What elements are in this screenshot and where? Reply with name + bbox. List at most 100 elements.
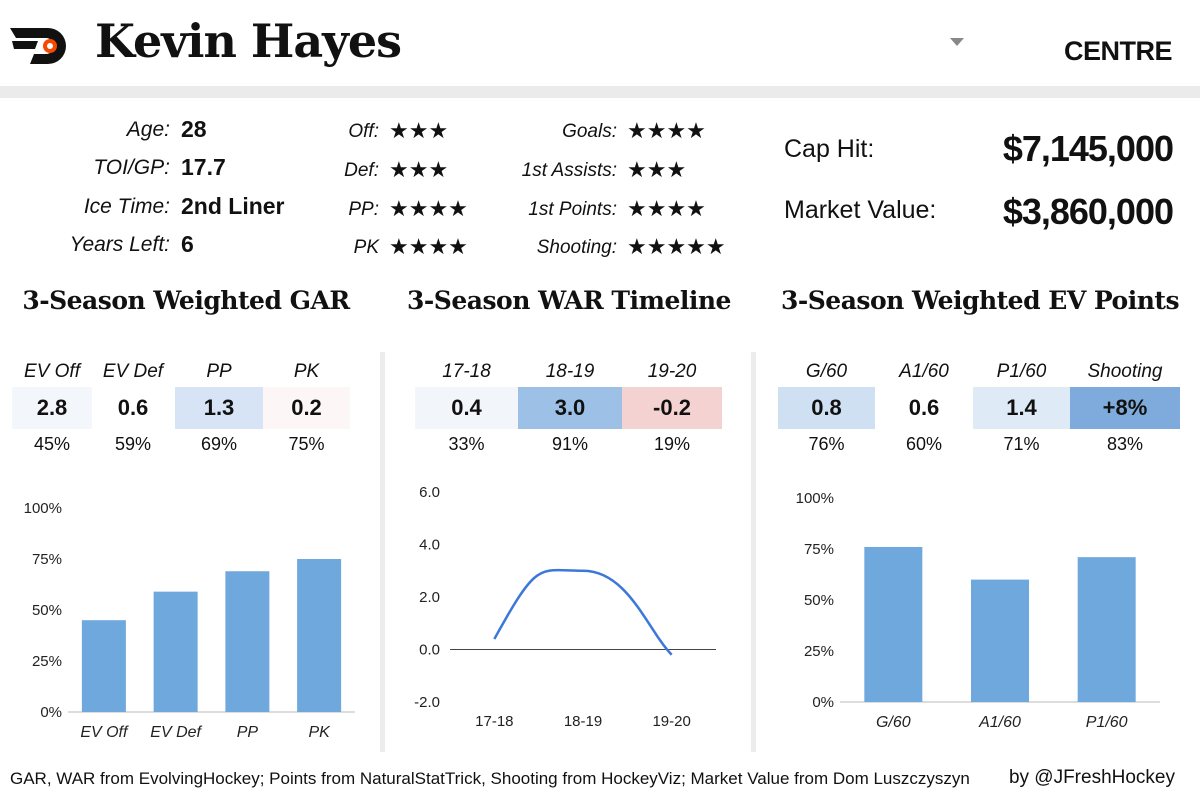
rating-goals-label: Goals: xyxy=(562,121,617,142)
gar-chart-ytick-label: 50% xyxy=(32,602,62,619)
ev-chart-ytick-label: 50% xyxy=(804,592,834,609)
ev-header-g60: G/60 xyxy=(805,361,848,382)
ev-value-g60: 0.8 xyxy=(778,387,875,429)
ice-time-label: Ice Time: xyxy=(83,195,170,218)
section-divider xyxy=(380,352,385,752)
player-name: Kevin Hayes xyxy=(95,14,402,68)
gar-section-title: 3-Season Weighted GAR xyxy=(22,286,350,315)
war-value-17-18: 0.4 xyxy=(415,387,518,429)
ev-chart-ytick-label: 25% xyxy=(804,643,834,660)
flyers-logo-icon xyxy=(10,28,66,64)
market-value-value: $3,860,000 xyxy=(1002,191,1174,232)
ice-time-value: 2nd Liner xyxy=(181,193,285,219)
war-value-19-20: -0.2 xyxy=(622,387,722,429)
war-section-title: 3-Season WAR Timeline xyxy=(407,286,731,315)
ev-pct-a160: 60% xyxy=(905,434,943,454)
rating-1st-points-stars: ★★★★ xyxy=(627,197,706,222)
rating-goals-stars: ★★★★ xyxy=(627,119,706,144)
war-header-17-18: 17-18 xyxy=(442,361,491,382)
gar-value-pp: 1.3 xyxy=(175,387,263,429)
gar-chart-ytick-label: 25% xyxy=(32,653,62,670)
gar-header-ev-def: EV Def xyxy=(102,361,164,382)
rating-1st-assists-stars: ★★★ xyxy=(627,158,687,183)
rating-shooting-label: Shooting: xyxy=(536,237,617,258)
ev-points-section-title: 3-Season Weighted EV Points xyxy=(780,286,1180,315)
gar-chart-bar xyxy=(81,620,126,712)
war-pct-17-18: 33% xyxy=(448,434,485,454)
war-chart-ytick-label: 6.0 xyxy=(419,484,440,501)
gar-header-ev-off: EV Off xyxy=(24,361,80,382)
ev-header-shooting: Shooting xyxy=(1087,361,1163,382)
ev-pct-g60: 76% xyxy=(808,434,845,454)
ev-header-p160: P1/60 xyxy=(996,361,1047,382)
war-header-18-19: 18-19 xyxy=(545,361,595,382)
ev-chart-bar xyxy=(1077,557,1136,702)
ev-value-shooting: +8% xyxy=(1070,387,1180,429)
ev-pct-shooting: 83% xyxy=(1106,434,1144,454)
rating-def-label: Def: xyxy=(344,160,379,181)
header-divider xyxy=(0,86,1200,98)
years-left-value: 6 xyxy=(181,231,194,257)
toi-value: 17.7 xyxy=(181,154,226,180)
rating-def-stars: ★★★ xyxy=(389,158,449,183)
gar-chart-xtick-label: PP xyxy=(237,724,259,741)
header: Kevin Hayes CENTRE xyxy=(0,0,1200,86)
gar-pct-ev-def: 59% xyxy=(114,434,152,454)
war-timeline-chart: -2.0 0.0 2.0 4.0 6.0 17-18 18-19 19-20 xyxy=(414,484,716,730)
gar-value-ev-def: 0.6 xyxy=(92,387,174,429)
rating-1st-points-label: 1st Points: xyxy=(528,199,617,220)
dropdown-caret-icon[interactable] xyxy=(950,38,964,46)
ev-chart-bar xyxy=(971,579,1029,702)
war-chart-ytick-label: 0.0 xyxy=(419,642,440,659)
age-label: Age: xyxy=(126,118,170,141)
gar-chart-bar xyxy=(225,571,270,712)
gar-chart-xtick-label: PK xyxy=(308,724,331,741)
ev-pct-p160: 71% xyxy=(1003,434,1040,454)
cap-hit-value: $7,145,000 xyxy=(1002,128,1174,169)
war-pct-18-19: 91% xyxy=(551,434,589,454)
rating-shooting-stars: ★★★★★ xyxy=(627,235,726,260)
gar-chart-xtick-label: EV Def xyxy=(150,724,202,741)
war-chart-ytick-label: -2.0 xyxy=(414,694,440,711)
war-chart-xtick-label: 18-19 xyxy=(564,713,602,730)
gar-value-pk: 0.2 xyxy=(263,387,350,429)
rating-pp-stars: ★★★★ xyxy=(389,197,468,222)
ev-chart-bar xyxy=(864,546,923,702)
section-divider xyxy=(751,352,756,752)
gar-chart-ytick-label: 75% xyxy=(32,551,62,568)
gar-value-ev-off: 2.8 xyxy=(12,387,92,429)
rating-off-stars: ★★★ xyxy=(389,119,449,144)
war-chart-xtick-label: 19-20 xyxy=(652,713,690,730)
ev-header-a160: A1/60 xyxy=(899,361,949,382)
gar-chart-xtick-label: EV Off xyxy=(80,724,129,741)
rating-pk-stars: ★★★★ xyxy=(389,235,468,260)
ev-chart-xtick-label: G/60 xyxy=(876,714,911,731)
gar-pct-pk: 75% xyxy=(288,434,325,454)
ev-chart-ytick-label: 0% xyxy=(812,694,834,711)
gar-chart-ytick-label: 100% xyxy=(24,500,62,517)
gar-chart-bar xyxy=(297,559,342,712)
gar-pct-pp: 69% xyxy=(200,434,238,454)
ev-chart-xtick-label: A1/60 xyxy=(978,714,1021,731)
ev-chart-ytick-label: 75% xyxy=(804,541,834,558)
gar-header-pp: PP xyxy=(206,361,232,382)
gar-chart-ytick-label: 0% xyxy=(40,704,62,721)
cap-hit-label: Cap Hit: xyxy=(784,135,875,163)
ev-chart-ytick-label: 100% xyxy=(796,490,834,507)
rating-off-label: Off: xyxy=(348,121,379,142)
war-pct-19-20: 19% xyxy=(653,434,691,454)
war-chart-ytick-label: 2.0 xyxy=(419,589,440,606)
rating-pp-label: PP: xyxy=(348,199,379,220)
ev-value-a160: 0.6 xyxy=(875,387,973,429)
rating-pk-label: PK xyxy=(353,237,379,258)
war-chart-xtick-label: 17-18 xyxy=(475,713,513,730)
age-value: 28 xyxy=(181,116,207,142)
toi-label: TOI/GP: xyxy=(93,156,170,179)
war-chart-series-line xyxy=(493,568,673,656)
war-header-19-20: 19-20 xyxy=(647,361,697,382)
ev-value-p160: 1.4 xyxy=(973,387,1070,429)
gar-header-pk: PK xyxy=(293,361,320,382)
footer-byline: by @JFreshHockey xyxy=(1008,767,1175,788)
gar-chart-bar xyxy=(153,591,198,712)
ev-chart-xtick-label: P1/60 xyxy=(1086,714,1128,731)
